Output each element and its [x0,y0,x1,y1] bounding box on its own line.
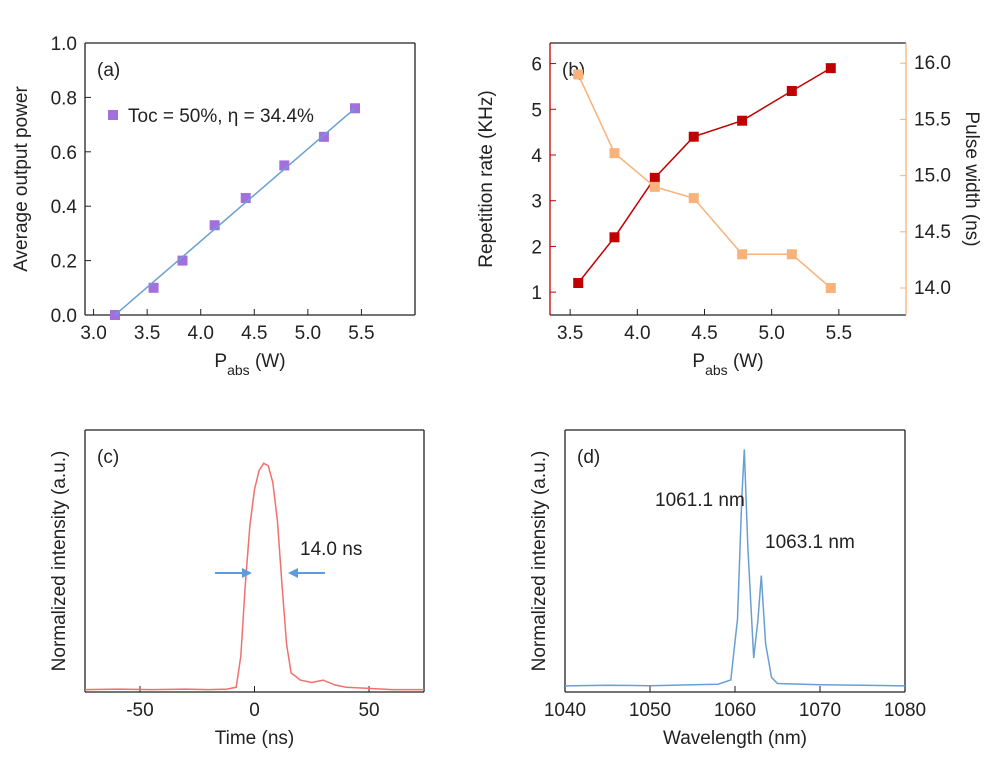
axis-label-part: abs [227,362,250,378]
annotation: 1061.1 nm [655,490,745,511]
axis-label: Pabs (W) [214,351,285,378]
marker [737,249,748,260]
axis-label: Normalized intensity (a.u.) [529,451,550,672]
marker [209,220,220,231]
x-tick-label: 1080 [884,700,926,721]
x-tick-label: 1040 [544,700,586,721]
marker [279,160,290,171]
axis-label-part: (W) [728,351,764,372]
y-tick-label: 5 [531,100,542,121]
x-tick-label: 4.5 [241,323,267,344]
marker [350,103,360,114]
y-tick-label: 6 [531,55,542,76]
y2-tick-label: 14.0 [914,278,951,299]
x-tick-label: 4.5 [691,323,717,344]
series-line [84,462,424,691]
x-tick-label: 5.0 [295,323,321,344]
x-tick-label: 1070 [799,700,841,721]
axis-label-part: P [692,351,705,372]
x-tick-label: 1050 [629,700,671,721]
marker [609,232,620,243]
axis-label-part: P [214,351,227,372]
x-tick-label: 1060 [714,700,756,721]
annotation: 14.0 ns [300,539,362,560]
x-tick-label: 0 [249,700,260,721]
y-tick-label: 0.4 [51,197,78,218]
series-line [114,107,356,316]
arrow-head [288,568,298,578]
y-tick-label: 2 [531,237,542,258]
x-tick-label: 5.5 [826,323,852,344]
marker [573,278,584,288]
marker [649,172,660,183]
axis-label: Pulse width (ns) [961,111,982,246]
axis-label: Average output power [11,86,32,272]
axis-label: Time (ns) [215,728,295,749]
marker [786,86,797,96]
x-tick-label: 5.0 [758,323,784,344]
legend-marker [108,110,118,120]
series-line [564,449,906,687]
marker [240,193,251,204]
marker [148,282,159,293]
marker [688,193,699,204]
y2-tick-label: 15.0 [914,166,951,187]
x-tick-label: 3.0 [80,323,106,344]
axis-label-part: (W) [250,351,286,372]
marker [825,283,836,294]
y2-tick-label: 16.0 [914,53,951,74]
panel-label: (d) [577,447,600,468]
axis-label: Pabs (W) [692,351,763,378]
arrow-head [242,568,252,578]
y-tick-label: 1 [531,283,542,304]
x-tick-label: 5.5 [348,323,374,344]
marker [573,69,584,80]
y-tick-label: 3 [531,192,542,213]
marker [609,148,620,159]
marker [318,131,329,142]
marker [649,181,660,192]
x-tick-label: 4.0 [188,323,214,344]
panel-label: (c) [97,447,119,468]
y-tick-label: 4 [531,146,542,167]
x-tick-label: -50 [126,700,153,721]
y2-tick-label: 15.5 [914,109,951,130]
x-tick-label: 4.0 [624,323,650,344]
y-tick-label: 1.0 [51,34,77,55]
y-tick-label: 0.2 [51,252,77,273]
panel-label: (a) [97,60,120,81]
x-tick-label: 3.5 [134,323,160,344]
marker [177,255,188,266]
axis-label: Wavelength (nm) [663,728,807,749]
annotation: 1063.1 nm [765,532,855,553]
legend-label: Toc = 50%, η = 34.4% [128,106,314,127]
y-tick-label: 0.0 [51,306,77,327]
axis-label: Normalized intensity (a.u.) [49,451,70,672]
x-tick-label: 50 [358,700,379,721]
marker [737,115,748,126]
y-tick-label: 0.6 [51,143,77,164]
x-tick-label: 3.5 [557,323,583,344]
axis-label-part: abs [705,362,728,378]
y-tick-label: 0.8 [51,88,77,109]
marker [688,131,699,142]
y2-tick-label: 14.5 [914,222,951,243]
marker [786,249,797,260]
marker [825,63,836,74]
axis-label: Repetition rate (KHz) [476,90,497,267]
